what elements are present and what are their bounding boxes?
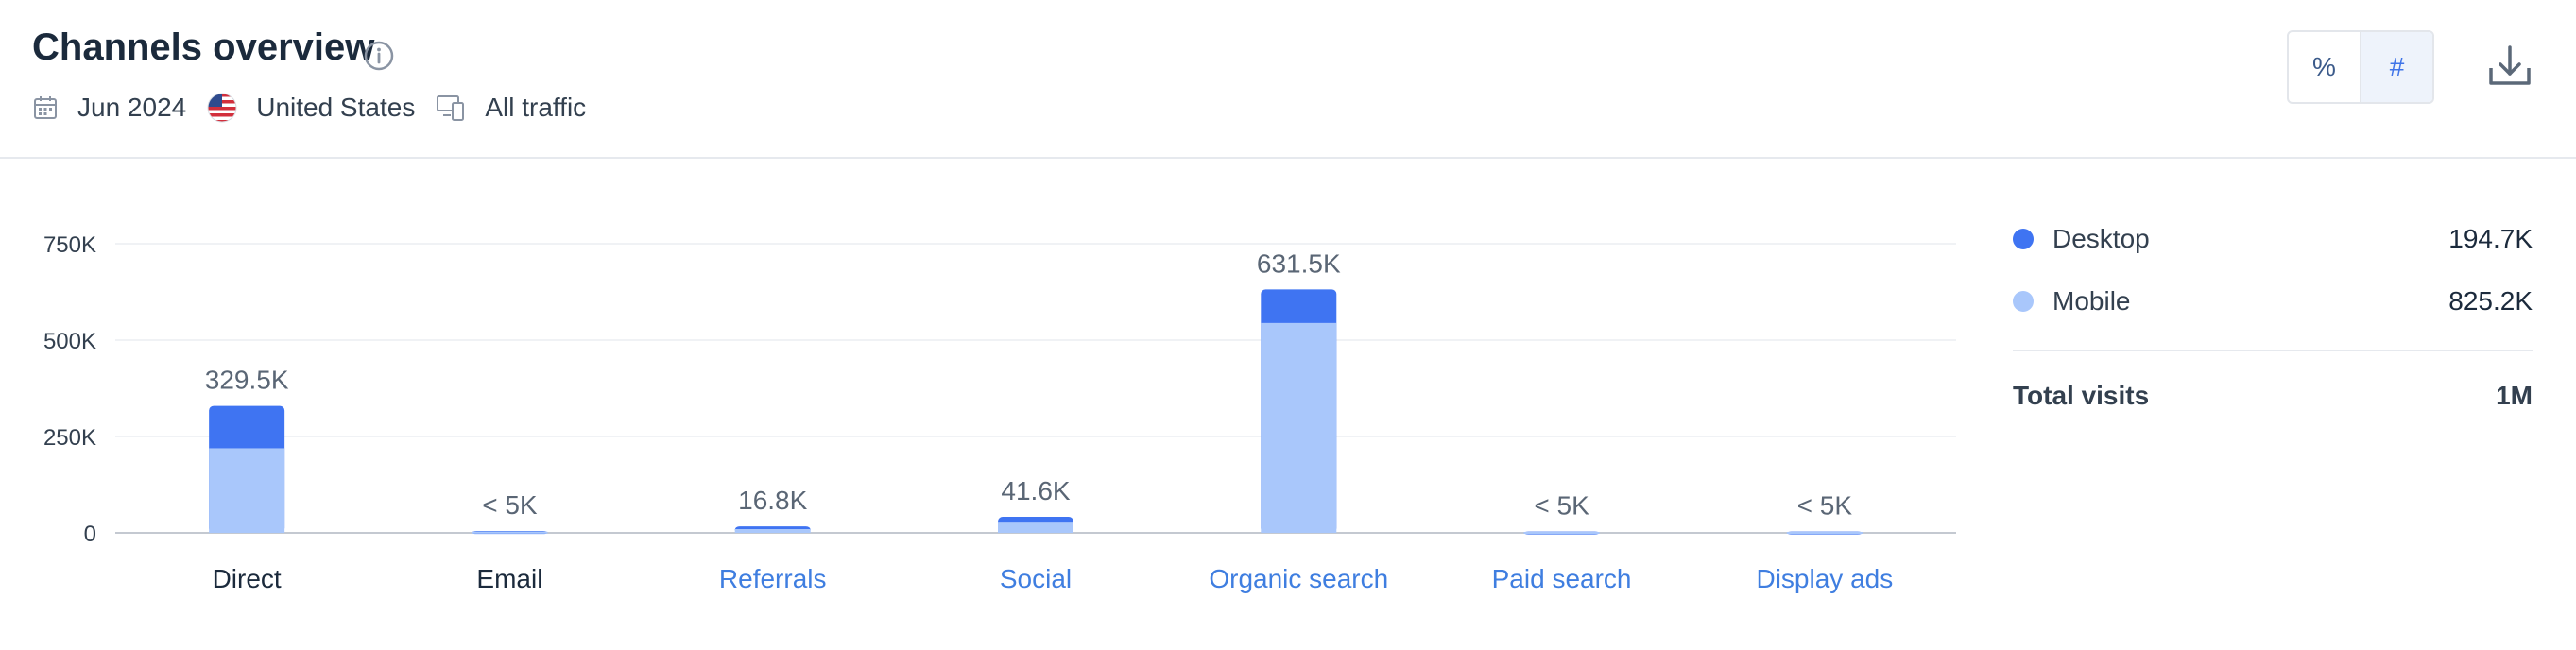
traffic-filter-label: All traffic <box>485 93 587 122</box>
data-label: 329.5K <box>205 366 289 395</box>
bar-mobile <box>734 529 811 533</box>
x-tick-label[interactable]: Paid search <box>1492 564 1632 593</box>
bar-mobile <box>1786 531 1863 534</box>
legend-divider <box>2013 350 2533 351</box>
total-label: Total visits <box>2013 381 2150 410</box>
total-visits: Total visits 1M <box>2013 372 2533 419</box>
legend-item-desktop[interactable]: Desktop 194.7K <box>2013 208 2533 270</box>
data-label: 41.6K <box>1001 476 1070 505</box>
info-icon[interactable] <box>363 40 395 72</box>
y-tick-label: 0 <box>84 522 96 547</box>
legend-label: Desktop <box>2052 224 2150 253</box>
y-tick-label: 250K <box>43 425 96 451</box>
x-tick-label[interactable]: Display ads <box>1756 564 1893 593</box>
country-filter-label: United States <box>256 93 416 122</box>
calendar-icon <box>34 96 57 119</box>
x-tick-label[interactable]: Organic search <box>1209 564 1388 593</box>
download-icon[interactable] <box>2485 42 2534 91</box>
devices-icon <box>437 95 465 121</box>
data-label: < 5K <box>1534 491 1589 521</box>
desktop-dot-icon <box>2013 229 2034 249</box>
bar-mobile <box>1261 322 1337 533</box>
x-tick-label[interactable]: Referrals <box>719 564 827 593</box>
filters-bar: Jun 2024 United States <box>32 87 607 128</box>
traffic-filter[interactable]: All traffic <box>436 93 586 123</box>
percent-toggle[interactable]: % <box>2312 52 2336 81</box>
header: Channels overview Jun 2024 <box>0 0 2576 159</box>
y-tick-label: 500K <box>43 329 96 354</box>
legend-value: 825.2K <box>2448 286 2533 316</box>
bar-mobile <box>1523 531 1600 534</box>
total-value: 1M <box>2496 381 2533 410</box>
data-label: < 5K <box>482 490 538 520</box>
value-mode-toggle: % # <box>2287 30 2434 104</box>
legend: Desktop 194.7K Mobile 825.2K Total visit… <box>2013 208 2533 419</box>
x-tick-label: Email <box>476 564 542 593</box>
date-filter[interactable]: Jun 2024 <box>32 93 186 123</box>
us-flag-icon <box>207 93 237 123</box>
number-toggle[interactable]: # <box>2360 32 2432 102</box>
page-title: Channels overview <box>32 26 375 68</box>
country-filter[interactable]: United States <box>207 93 415 123</box>
date-filter-label: Jun 2024 <box>77 93 187 122</box>
legend-label: Mobile <box>2052 286 2131 316</box>
legend-item-mobile[interactable]: Mobile 825.2K <box>2013 270 2533 333</box>
data-label: 631.5K <box>1257 248 1341 278</box>
mobile-dot-icon <box>2013 291 2034 312</box>
data-label: < 5K <box>1797 491 1853 521</box>
channels-bar-chart: 0 250K 500K 750K 329.5K Direct < 5K Email 16.8K R… <box>43 232 1956 593</box>
y-tick-label: 750K <box>43 232 96 258</box>
bar-mobile <box>998 522 1073 533</box>
bar-mobile <box>472 531 548 534</box>
data-label: 16.8K <box>738 486 807 515</box>
x-tick-label: Direct <box>213 564 282 593</box>
legend-value: 194.7K <box>2448 224 2533 253</box>
bar-mobile <box>209 448 285 533</box>
x-tick-label[interactable]: Social <box>1000 564 1072 593</box>
